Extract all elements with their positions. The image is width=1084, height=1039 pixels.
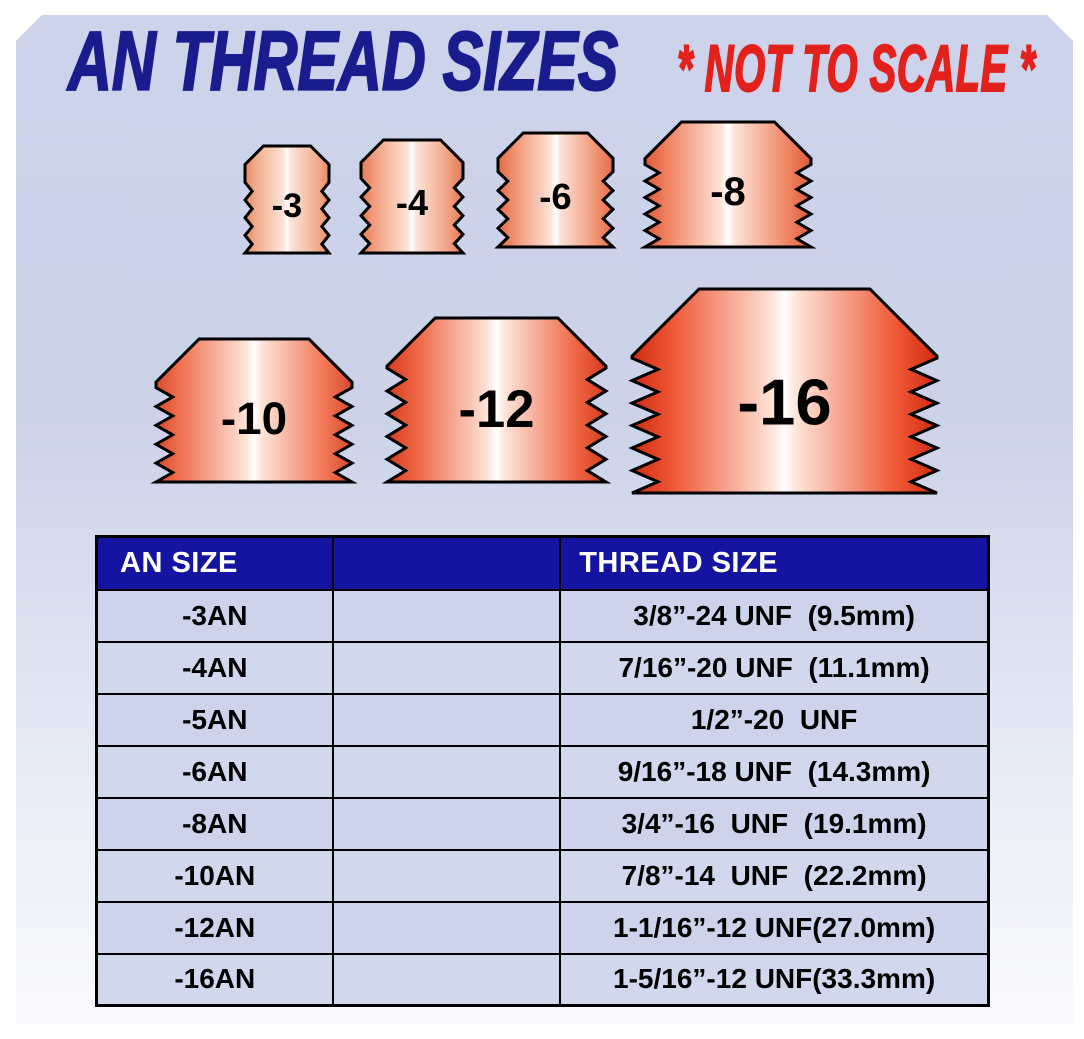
svg-text:-3: -3 <box>272 187 302 225</box>
svg-text:-6: -6 <box>539 176 571 217</box>
svg-text:-4: -4 <box>396 182 428 223</box>
svg-text:-16: -16 <box>737 366 831 439</box>
svg-text:-12: -12 <box>459 380 535 439</box>
svg-text:-10: -10 <box>221 393 287 444</box>
svg-text:-8: -8 <box>710 170 746 214</box>
